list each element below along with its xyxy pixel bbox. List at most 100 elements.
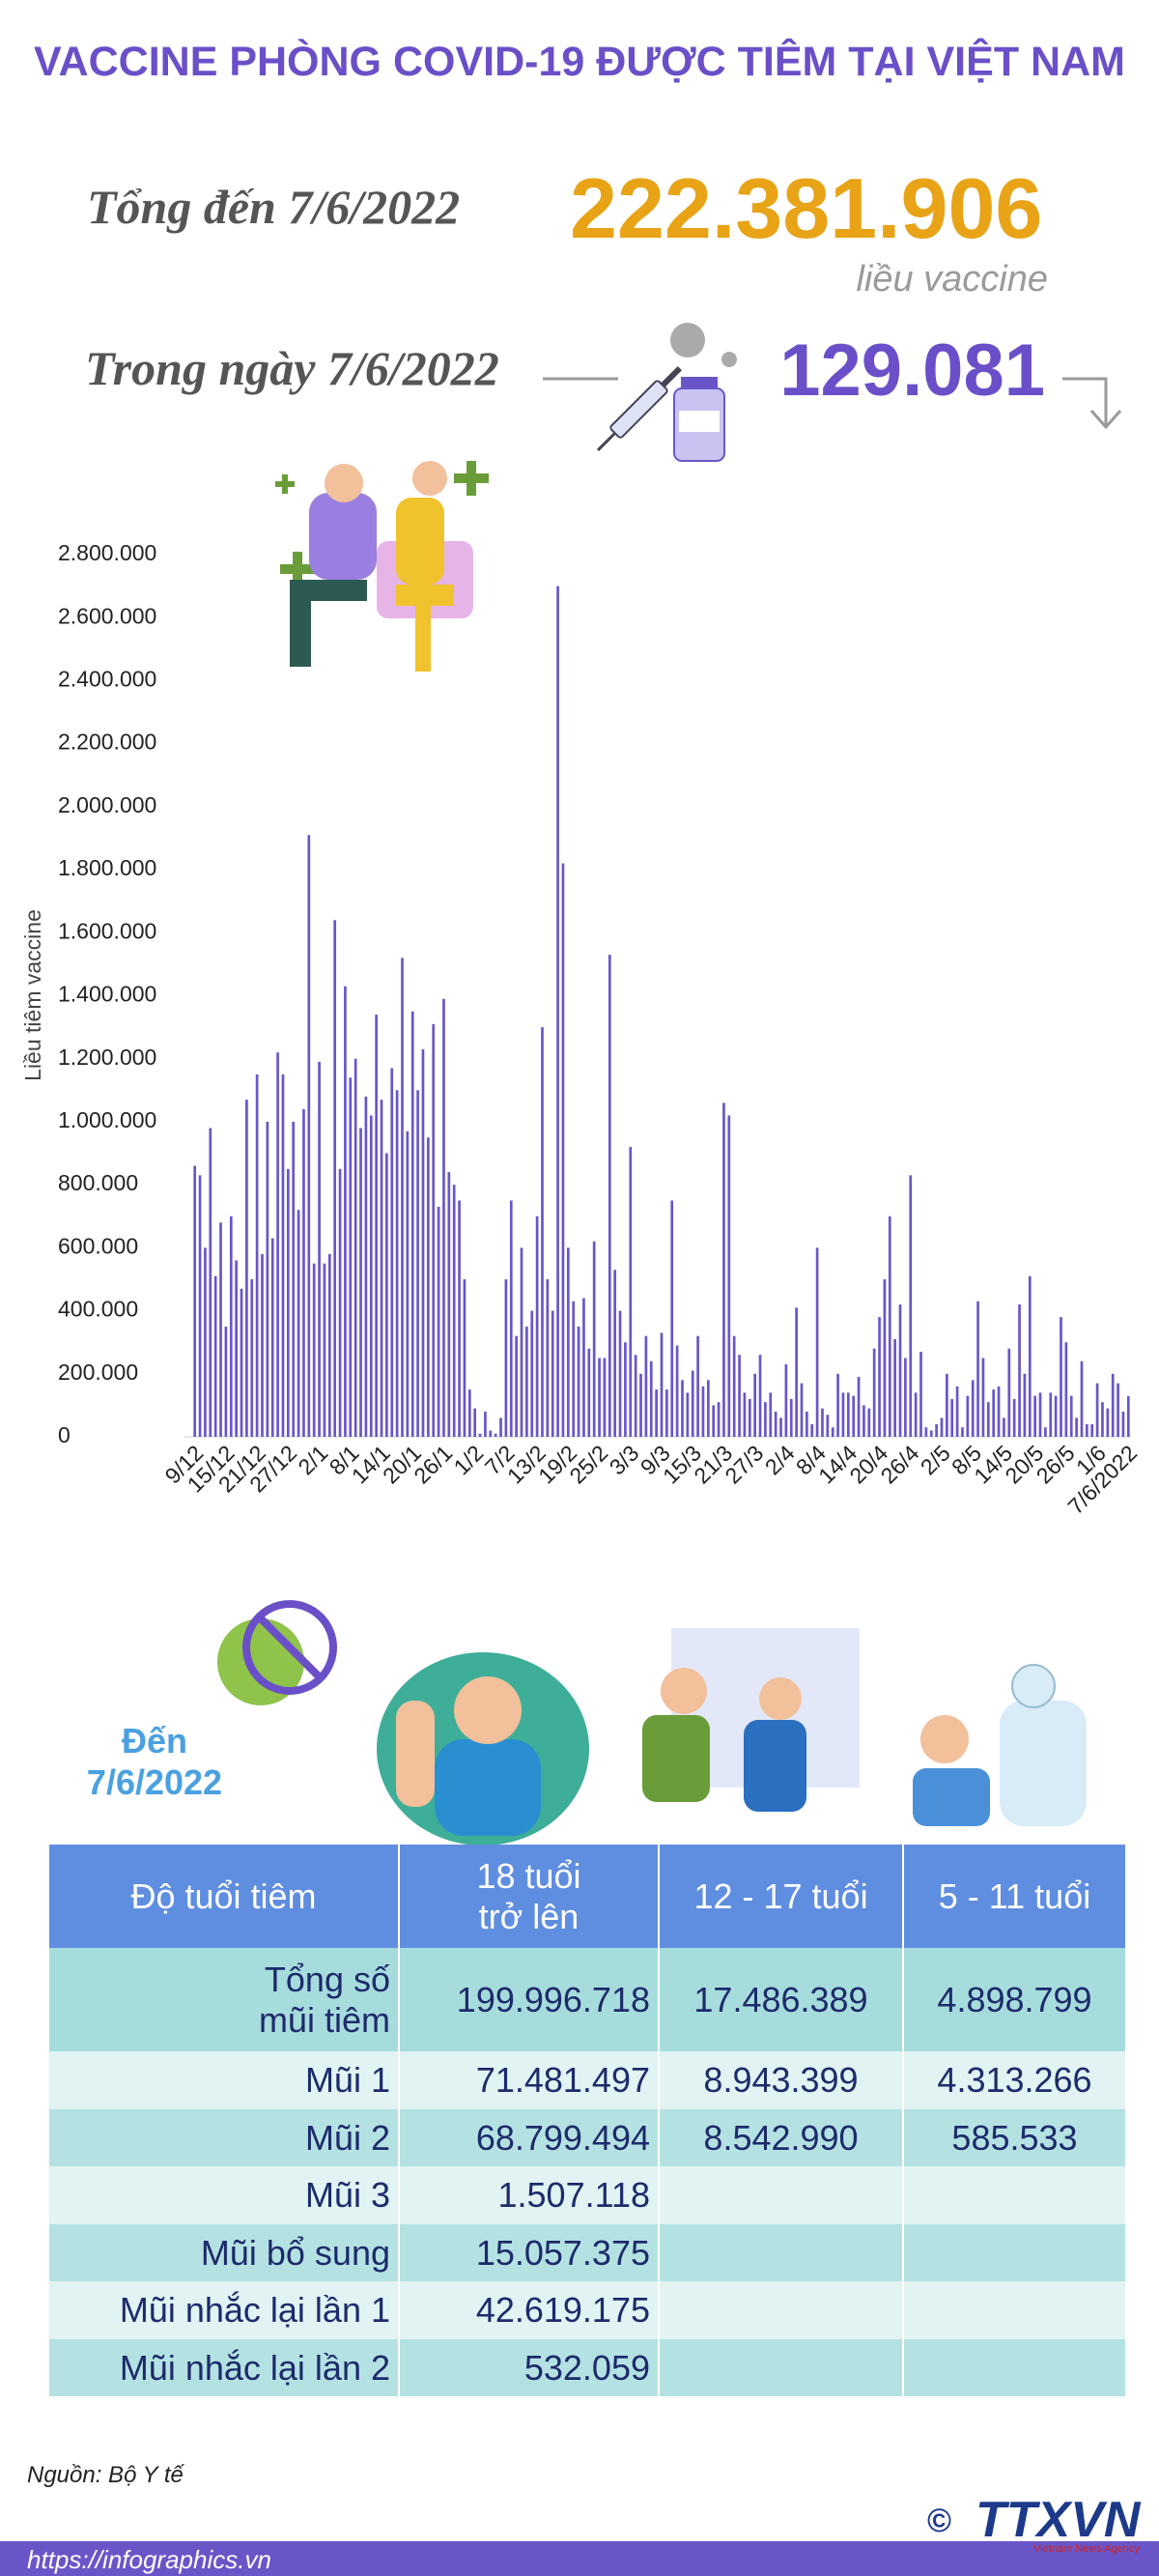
- bar: [380, 1100, 383, 1437]
- bar: [841, 1392, 845, 1437]
- child-illustration: [913, 1664, 1087, 1826]
- bar: [665, 1389, 668, 1437]
- bar: [655, 1389, 658, 1437]
- bar: [587, 1348, 591, 1437]
- bar: [1038, 1392, 1042, 1437]
- title: VACCINE PHÒNG COVID-19 ĐƯỢC TIÊM TẠI VIỆ…: [34, 39, 1125, 85]
- bar: [686, 1392, 690, 1437]
- value-cell: 15.057.375: [399, 2223, 660, 2281]
- bar: [613, 1270, 617, 1437]
- day-label: Trong ngày 7/6/2022: [85, 341, 499, 395]
- bar: [940, 1417, 944, 1437]
- value-cell: 71.481.497: [399, 2051, 660, 2109]
- bar: [878, 1317, 881, 1437]
- bar: [1028, 1275, 1032, 1437]
- bar: [427, 1137, 430, 1437]
- bar: [961, 1427, 964, 1437]
- bar: [888, 1216, 891, 1437]
- bar: [447, 1172, 451, 1437]
- bar: [836, 1373, 839, 1437]
- bar: [1054, 1395, 1058, 1437]
- total-unit: liều vaccine: [856, 259, 1048, 300]
- y-tick-label: 2.000.000: [58, 792, 156, 817]
- bar: [333, 920, 337, 1437]
- footer-bar: [0, 2541, 1159, 2576]
- bar: [986, 1402, 990, 1437]
- bar: [909, 1175, 913, 1437]
- bar: [406, 1131, 410, 1437]
- bar: [255, 1074, 259, 1437]
- bar: [971, 1380, 975, 1437]
- bar: [344, 986, 347, 1437]
- bar: [297, 1210, 300, 1437]
- row-label: Mũi nhắc lại lần 2: [49, 2338, 400, 2396]
- y-tick-label: 2.800.000: [58, 540, 156, 565]
- bar: [727, 1115, 731, 1437]
- value-cell: [659, 2223, 904, 2281]
- bar: [639, 1373, 642, 1437]
- bar: [592, 1241, 596, 1437]
- bar: [950, 1398, 954, 1437]
- man-illustration: [377, 1652, 589, 1846]
- bar: [795, 1307, 798, 1437]
- bar: [395, 1090, 399, 1437]
- down-arrow-head: [1089, 410, 1122, 430]
- bar: [535, 1216, 539, 1437]
- value-cell: [903, 2338, 1127, 2396]
- row-label: Mũi 3: [49, 2166, 400, 2224]
- y-tick-label: 400.000: [58, 1297, 138, 1322]
- table-row: Mũi 2 68.799.494 8.542.990 585.533: [49, 2108, 1127, 2166]
- vial: [673, 377, 725, 462]
- bar: [385, 1153, 388, 1437]
- bar: [551, 1310, 554, 1437]
- bar: [681, 1380, 684, 1437]
- vaccination-illustration: [275, 461, 489, 672]
- bar: [867, 1408, 871, 1437]
- y-tick-label: 2.200.000: [58, 730, 156, 755]
- bar: [504, 1278, 508, 1437]
- lower-graphics: [0, 1600, 1159, 2576]
- bar: [478, 1433, 482, 1437]
- bar: [1101, 1402, 1104, 1437]
- bar: [390, 1068, 394, 1437]
- bar: [467, 1389, 471, 1437]
- bar: [281, 1074, 285, 1437]
- bar: [416, 1090, 419, 1437]
- y-tick-label: 1.200.000: [58, 1045, 156, 1070]
- bar: [598, 1358, 601, 1437]
- y-tick-label: 800.000: [58, 1170, 138, 1195]
- bar: [904, 1358, 907, 1437]
- bar: [1106, 1408, 1110, 1437]
- bar: [712, 1405, 716, 1437]
- value-cell: [903, 2223, 1127, 2281]
- bar: [1075, 1417, 1078, 1437]
- bar: [235, 1260, 238, 1437]
- bar: [463, 1278, 466, 1437]
- bar: [421, 1048, 425, 1437]
- header-cell: 12 - 17 tuổi: [659, 1845, 904, 1948]
- bar: [1080, 1360, 1084, 1437]
- value-cell: 4.313.266: [903, 2051, 1127, 2109]
- bar: [815, 1247, 819, 1437]
- bar: [846, 1392, 850, 1437]
- bar: [1086, 1423, 1088, 1437]
- header-cell: Độ tuổi tiêm: [49, 1845, 400, 1948]
- bar: [691, 1370, 694, 1437]
- bar: [229, 1216, 233, 1437]
- bar: [670, 1200, 674, 1437]
- bar: [806, 1411, 808, 1437]
- bar: [556, 586, 559, 1437]
- bar: [473, 1408, 477, 1437]
- bar: [1049, 1392, 1053, 1437]
- bar: [499, 1417, 502, 1437]
- bar: [546, 1278, 550, 1437]
- bar: [245, 1100, 248, 1437]
- bar: [753, 1373, 757, 1437]
- row-label: Tổng số mũi tiêm: [49, 1948, 400, 2051]
- bar: [219, 1222, 222, 1437]
- bar: [1003, 1417, 1005, 1437]
- bar: [494, 1433, 497, 1437]
- row-label: Mũi 2: [49, 2108, 400, 2166]
- day-value: 129.081: [779, 329, 1045, 412]
- table-row: Mũi nhắc lại lần 1 42.619.175: [49, 2281, 1127, 2339]
